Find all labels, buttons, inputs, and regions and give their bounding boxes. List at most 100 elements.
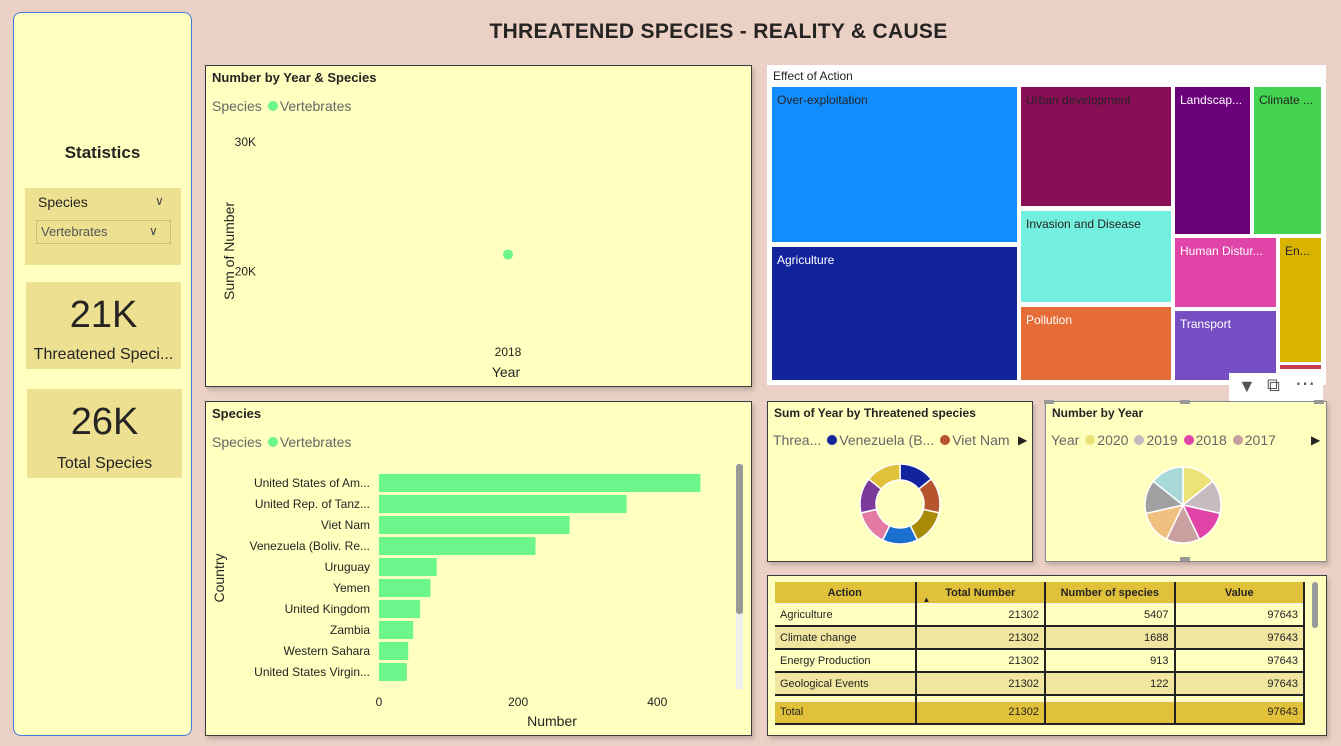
table-cell: Agriculture [775, 603, 917, 627]
x-tick-label: 400 [647, 695, 667, 709]
table-cell: 97643 [1174, 648, 1306, 673]
bar[interactable] [379, 663, 407, 681]
y-tick-label: Zambia [330, 623, 370, 637]
treemap-tile[interactable]: Human Distur... [1175, 238, 1276, 307]
treemap-tile-label: Agriculture [777, 253, 835, 267]
x-tick-label: 2018 [495, 345, 522, 359]
species-slicer[interactable]: Species ∨ Vertebrates ∨ [25, 188, 181, 265]
column-header[interactable]: Total Number ▲ [915, 582, 1047, 604]
treemap-tile-label: Climate ... [1259, 93, 1314, 107]
y-tick-label: United Rep. of Tanz... [255, 497, 370, 511]
bar[interactable] [379, 642, 409, 660]
chart-title: Species [212, 406, 262, 421]
bar[interactable] [379, 579, 431, 597]
legend-item: Vertebrates [279, 98, 352, 114]
total-species-card: 26K Total Species [27, 389, 182, 478]
resize-handle[interactable] [1314, 400, 1324, 404]
resize-handle[interactable] [1180, 400, 1190, 404]
pie-graphic [1144, 466, 1222, 544]
scrollbar-thumb[interactable] [736, 464, 743, 614]
scatter-point[interactable] [503, 249, 513, 260]
treemap-tile[interactable] [1280, 365, 1321, 369]
more-options-icon[interactable]: ⋯ [1295, 373, 1316, 395]
legend-dot [267, 437, 278, 447]
legend-item: 2020 [1097, 432, 1129, 448]
bar[interactable] [379, 621, 414, 639]
scrollbar-track[interactable] [736, 464, 743, 689]
chart-legend: Species Vertebrates [212, 434, 351, 450]
table-cell: 21302 [915, 671, 1047, 696]
scrollbar-thumb[interactable] [1312, 582, 1318, 628]
treemap-tile[interactable]: Pollution [1021, 307, 1171, 380]
legend-dot [940, 435, 951, 445]
y-tick-label: Venezuela (Boliv. Re... [249, 539, 370, 553]
treemap-tile[interactable]: Climate ... [1254, 87, 1321, 234]
column-header[interactable]: Value [1174, 582, 1306, 604]
treemap-tile[interactable]: En... [1280, 238, 1321, 362]
legend-dot [1232, 435, 1243, 445]
treemap-tile-label: Pollution [1026, 313, 1073, 327]
effect-of-action-treemap[interactable]: Effect of Action Over-exploitation Agricu… [767, 65, 1326, 403]
legend-dot [1134, 435, 1145, 445]
bar[interactable] [379, 600, 421, 618]
table-cell: 913 [1045, 648, 1176, 673]
legend-title: Species [212, 434, 262, 450]
chevron-down-icon[interactable]: ∨ [155, 194, 164, 208]
chevron-down-icon[interactable]: ∨ [149, 224, 158, 238]
bar[interactable] [379, 516, 570, 534]
chart-title: Number by Year [1052, 406, 1144, 420]
table-row-partial [775, 694, 1306, 701]
column-header[interactable]: Number of species [1045, 582, 1176, 604]
species-by-country-chart[interactable]: Species Species Vertebrates United States… [205, 401, 752, 736]
action-table[interactable]: Action Total Number ▲ Number of species V… [767, 575, 1327, 736]
species-dropdown[interactable]: Vertebrates ∨ [36, 220, 171, 244]
donut-graphic [859, 463, 941, 545]
legend-dot [827, 435, 838, 445]
treemap-tile[interactable]: Over-exploitation [772, 87, 1017, 242]
treemap-tile-label: Invasion and Disease [1026, 217, 1141, 231]
treemap-tile-label: En... [1285, 244, 1310, 258]
resize-handle[interactable] [1180, 557, 1190, 561]
bar[interactable] [379, 537, 536, 555]
bar[interactable] [379, 474, 701, 492]
y-axis-label: Country [211, 553, 227, 602]
y-tick-label: Yemen [333, 581, 370, 595]
treemap-tile-label: Landscap... [1180, 93, 1243, 107]
visual-header: ▼ ⧉ ⋯ [1229, 373, 1323, 403]
number-by-year-chart[interactable]: Number by Year & Species Species Vertebra… [205, 65, 752, 387]
chart-title: Effect of Action [773, 69, 853, 83]
treemap-tile[interactable]: Urban development [1021, 87, 1171, 206]
chart-title: Number by Year & Species [212, 70, 377, 85]
x-tick-label: 0 [376, 695, 383, 709]
data-table: Action Total Number ▲ Number of species V… [775, 582, 1306, 725]
donut-slice[interactable] [867, 463, 901, 491]
legend-item: Viet Nam [952, 432, 1010, 448]
bar[interactable] [379, 495, 627, 513]
treemap-tile-label: Over-exploitation [777, 93, 868, 107]
treemap-tile[interactable]: Agriculture [772, 247, 1017, 380]
legend-next-arrow-icon[interactable]: ▶ [1018, 433, 1028, 447]
column-header-label: Total Number [945, 586, 1016, 599]
focus-mode-icon[interactable]: ⧉ [1267, 375, 1280, 395]
treemap-tile[interactable]: Landscap... [1175, 87, 1250, 234]
column-header[interactable]: Action [775, 582, 917, 604]
legend-title: Year [1051, 432, 1080, 448]
y-tick-label: United States Virgin... [254, 665, 370, 679]
legend-next-arrow-icon[interactable]: ▶ [1311, 433, 1321, 447]
bar[interactable] [379, 558, 437, 576]
treemap-tile[interactable]: Invasion and Disease [1021, 211, 1171, 302]
table-header-row: Action Total Number ▲ Number of species V… [775, 582, 1306, 604]
page-title: THREATENED SPECIES - REALITY & CAUSE [489, 20, 948, 43]
threatened-species-donut-chart[interactable]: Sum of Year by Threatened species Threa.… [767, 401, 1033, 562]
pie-slice[interactable] [1152, 466, 1184, 507]
treemap-tile-label: Human Distur... [1180, 244, 1263, 258]
legend-item: Venezuela (B... [839, 432, 935, 448]
filter-icon[interactable]: ▼ [1238, 376, 1256, 396]
treemap-tile[interactable]: Transport [1175, 311, 1276, 380]
table-total-row: Total 21302 97643 [775, 700, 1306, 725]
number-by-year-pie-chart[interactable]: Number by Year Year 2020 2019 2018 2017 ▶ [1044, 400, 1327, 562]
resize-handle[interactable] [1044, 400, 1054, 404]
sort-ascending-icon[interactable]: ▲ [922, 595, 931, 604]
donut-slice[interactable] [860, 508, 891, 542]
